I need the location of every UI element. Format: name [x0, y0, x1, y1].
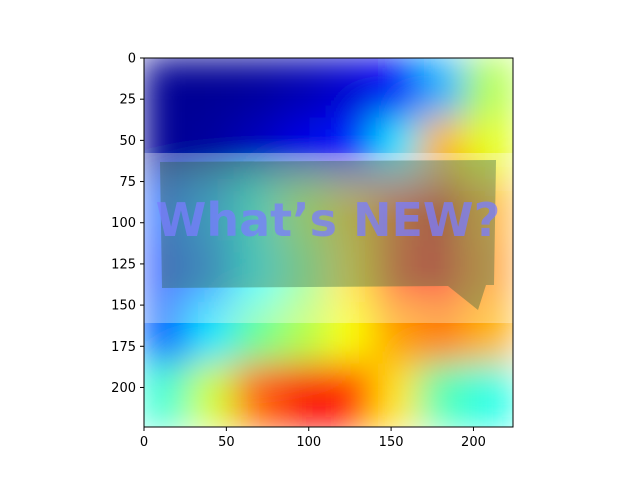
x-axis: 0 50 100 150 200 — [140, 427, 486, 450]
plot-frame — [143, 57, 514, 428]
heatmap-cell — [464, 302, 513, 368]
heatmap-cell — [234, 363, 285, 427]
heatmap-cell — [280, 58, 331, 122]
heatmap-cell — [464, 240, 513, 306]
heatmap-cell — [326, 240, 377, 306]
heatmap-cell — [144, 117, 193, 183]
heatmap-cell — [144, 179, 193, 245]
heatmap-cell — [326, 179, 377, 245]
heatmap-cell — [280, 117, 331, 183]
heatmap-cell — [418, 179, 469, 245]
banner-overlay — [144, 153, 513, 323]
y-tick-label: 175 — [111, 340, 136, 355]
heatmap-cell — [326, 363, 377, 427]
heatmap-cell — [144, 58, 193, 122]
y-tick-label: 100 — [111, 216, 136, 231]
heatmap-cell — [188, 363, 239, 427]
heatmap-cell — [372, 363, 423, 427]
heatmap-cell — [372, 117, 423, 183]
heatmap-cell — [188, 240, 239, 306]
speech-bubble-shape — [160, 160, 496, 310]
heatmap-cell — [464, 179, 513, 245]
y-tick-label: 125 — [111, 257, 136, 272]
heatmap-cell — [326, 302, 377, 368]
heatmap-cell — [280, 240, 331, 306]
heatmap-cell — [418, 240, 469, 306]
heatmap-cell — [326, 58, 377, 122]
plot-area: What’s NEW? — [144, 58, 513, 427]
y-tick-label: 200 — [111, 381, 136, 396]
heatmap-cell — [418, 363, 469, 427]
y-tick-label: 0 — [128, 52, 136, 67]
heatmap-cell — [418, 58, 469, 122]
y-tick-label: 150 — [111, 299, 136, 314]
heatmap-cell — [464, 363, 513, 427]
y-tick-label: 50 — [119, 134, 136, 149]
heatmap-cell — [234, 117, 285, 183]
heatmap-cell — [234, 179, 285, 245]
heatmap-cell — [372, 240, 423, 306]
heatmap-cell — [326, 117, 377, 183]
y-axis: 0 25 50 75 100 125 150 175 200 — [111, 52, 144, 396]
heatmap-cell — [280, 179, 331, 245]
heatmap-cell — [234, 58, 285, 122]
heatmap-cell — [372, 179, 423, 245]
heatmap-cell — [188, 58, 239, 122]
heatmap-cell — [280, 302, 331, 368]
heatmap-cell — [188, 179, 239, 245]
heatmap-cells — [144, 58, 513, 427]
heatmap-cell — [144, 240, 193, 306]
heatmap-cell — [234, 240, 285, 306]
heatmap-cell — [464, 117, 513, 183]
heatmap-cell — [418, 117, 469, 183]
heatmap-cell — [234, 302, 285, 368]
heatmap-cell — [464, 58, 513, 122]
heatmap-cell — [144, 363, 193, 427]
x-tick-label: 150 — [379, 435, 404, 450]
y-tick-label: 75 — [119, 175, 136, 190]
x-tick-label: 100 — [296, 435, 321, 450]
heatmap-cell — [372, 302, 423, 368]
heatmap-cell — [280, 363, 331, 427]
image-overlay-text: What’s NEW? — [156, 193, 501, 247]
y-tick-label: 25 — [119, 93, 136, 108]
heatmap-cell — [188, 117, 239, 183]
heatmap-cell — [188, 302, 239, 368]
x-tick-label: 50 — [218, 435, 235, 450]
heatmap-cell — [372, 58, 423, 122]
heatmap-cell — [144, 302, 193, 368]
x-tick-label: 200 — [461, 435, 486, 450]
heatmap-cell — [418, 302, 469, 368]
x-tick-label: 0 — [140, 435, 148, 450]
